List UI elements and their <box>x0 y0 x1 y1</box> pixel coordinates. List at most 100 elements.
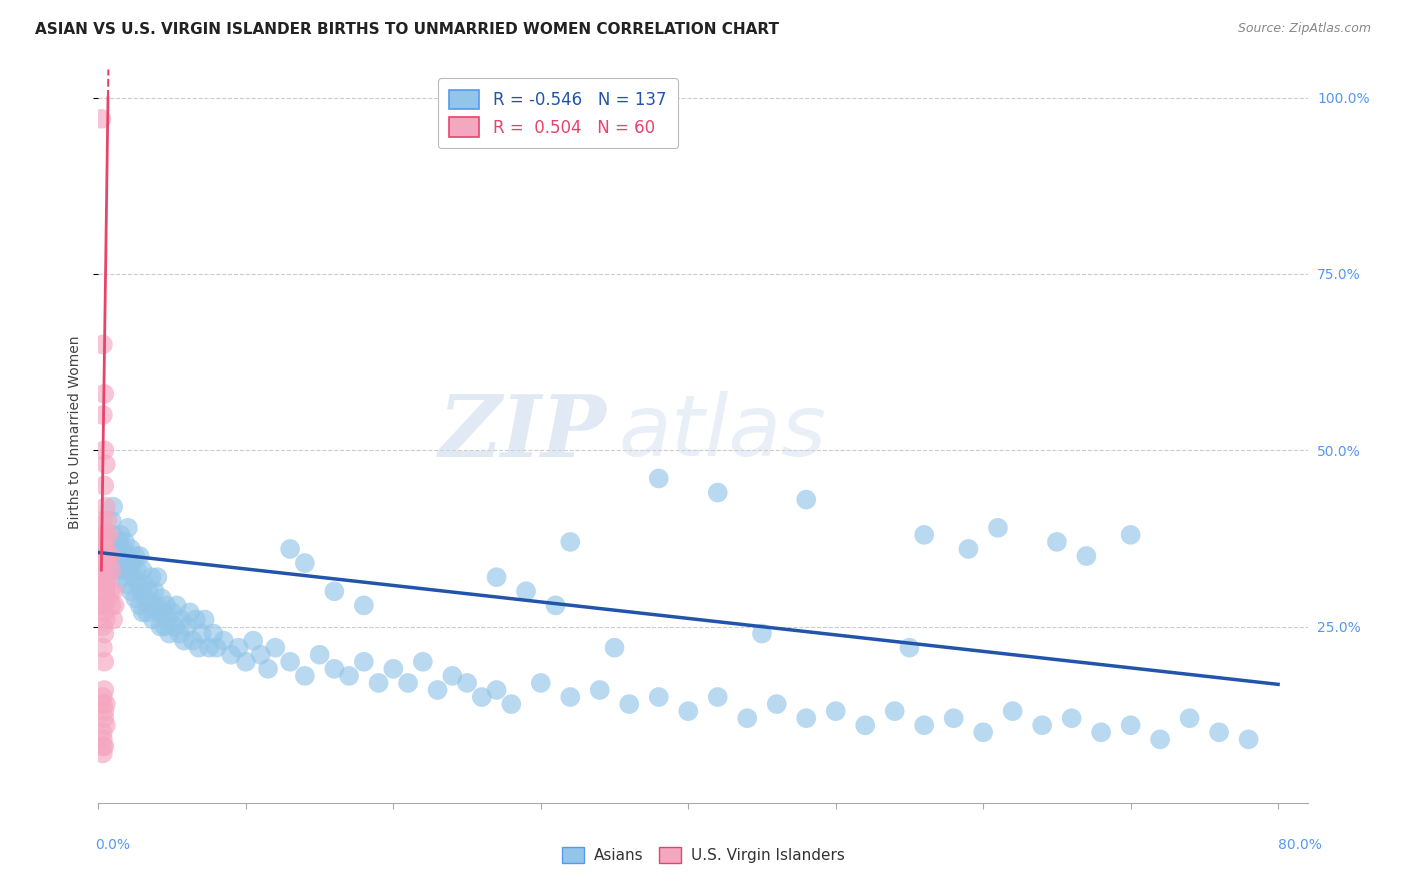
Point <box>678 704 700 718</box>
Point <box>143 584 166 599</box>
Point <box>94 458 117 472</box>
Point <box>91 563 114 577</box>
Point <box>176 619 198 633</box>
Point <box>205 640 228 655</box>
Point <box>125 563 148 577</box>
Point <box>96 591 118 606</box>
Point <box>91 732 114 747</box>
Point <box>124 591 146 606</box>
Point <box>485 683 508 698</box>
Point <box>706 485 728 500</box>
Point <box>94 612 117 626</box>
Point <box>139 599 162 613</box>
Point <box>257 662 280 676</box>
Text: 0.0%: 0.0% <box>96 838 131 852</box>
Point <box>150 591 173 606</box>
Point <box>1031 718 1053 732</box>
Point <box>181 633 204 648</box>
Point <box>100 599 122 613</box>
Point <box>91 541 114 556</box>
Point <box>124 549 146 563</box>
Point <box>560 535 582 549</box>
Point <box>91 549 114 563</box>
Point <box>160 606 183 620</box>
Point <box>91 747 114 761</box>
Point <box>93 563 115 577</box>
Point <box>853 718 876 732</box>
Point <box>94 500 117 514</box>
Point <box>1046 535 1069 549</box>
Point <box>93 535 115 549</box>
Point <box>235 655 257 669</box>
Point <box>184 612 207 626</box>
Point <box>152 606 174 620</box>
Point <box>111 541 134 556</box>
Point <box>91 739 114 754</box>
Point <box>898 640 921 655</box>
Point <box>104 541 127 556</box>
Point <box>93 599 115 613</box>
Point <box>157 626 180 640</box>
Point <box>173 633 195 648</box>
Y-axis label: Births to Unmarried Women: Births to Unmarried Women <box>69 336 83 529</box>
Point <box>426 683 449 698</box>
Point <box>441 669 464 683</box>
Point <box>94 577 117 591</box>
Point <box>560 690 582 704</box>
Point <box>179 606 201 620</box>
Point <box>212 633 235 648</box>
Point <box>91 584 114 599</box>
Point <box>98 549 121 563</box>
Point <box>1208 725 1230 739</box>
Point <box>101 500 124 514</box>
Text: 80.0%: 80.0% <box>1278 838 1322 852</box>
Point <box>93 556 115 570</box>
Point <box>93 739 115 754</box>
Point <box>264 640 287 655</box>
Point <box>93 655 115 669</box>
Point <box>104 599 127 613</box>
Point <box>706 690 728 704</box>
Point <box>90 112 112 126</box>
Point <box>353 655 375 669</box>
Point <box>1119 718 1142 732</box>
Point <box>530 676 553 690</box>
Point <box>1119 528 1142 542</box>
Point <box>170 612 193 626</box>
Point <box>93 478 115 492</box>
Point <box>883 704 905 718</box>
Point <box>957 541 980 556</box>
Point <box>110 556 132 570</box>
Point <box>121 556 143 570</box>
Point <box>93 683 115 698</box>
Point <box>115 577 138 591</box>
Point <box>91 528 114 542</box>
Point <box>765 697 787 711</box>
Point <box>190 626 212 640</box>
Point <box>515 584 537 599</box>
Point <box>114 535 136 549</box>
Point <box>128 599 150 613</box>
Point <box>145 599 167 613</box>
Point <box>278 541 301 556</box>
Point <box>93 606 115 620</box>
Point <box>128 549 150 563</box>
Point <box>544 599 567 613</box>
Point <box>323 584 346 599</box>
Point <box>112 549 135 563</box>
Point <box>751 626 773 640</box>
Point <box>942 711 965 725</box>
Point <box>91 725 114 739</box>
Point <box>117 549 139 563</box>
Point <box>93 704 115 718</box>
Point <box>337 669 360 683</box>
Point <box>1149 732 1171 747</box>
Point <box>485 570 508 584</box>
Point <box>118 563 141 577</box>
Text: Source: ZipAtlas.com: Source: ZipAtlas.com <box>1237 22 1371 36</box>
Point <box>96 514 118 528</box>
Point <box>131 563 153 577</box>
Point <box>153 619 176 633</box>
Point <box>91 619 114 633</box>
Point <box>135 591 157 606</box>
